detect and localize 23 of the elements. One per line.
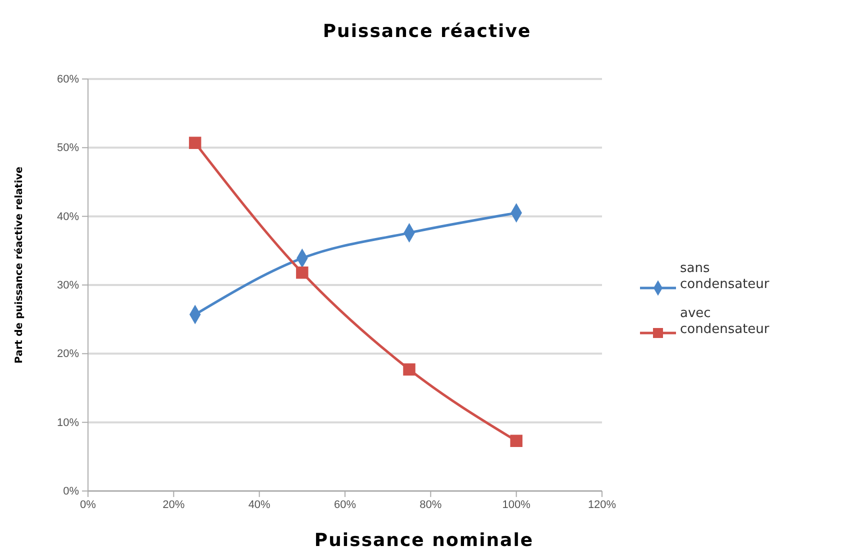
y-axis-title: Part de puissance réactive relative	[14, 166, 25, 364]
y-tick-label: 60%	[56, 74, 80, 86]
x-tick-label: 0%	[80, 498, 96, 511]
x-tick-label: 120%	[588, 498, 616, 511]
y-tick-label: 0%	[63, 486, 80, 498]
x-tick-label: 40%	[248, 498, 271, 511]
x-tick-label: 60%	[334, 498, 356, 511]
y-tick-label: 10%	[56, 416, 80, 429]
point	[296, 266, 308, 279]
chart-title: Puissance réactive	[322, 21, 532, 42]
y-tick-label: 50%	[56, 142, 80, 154]
point	[510, 434, 522, 447]
point	[188, 136, 202, 149]
text: sans condensateur	[680, 261, 770, 292]
y-tick-label: 40%	[56, 210, 80, 223]
point	[403, 363, 416, 376]
y-tick-label: 20%	[56, 348, 80, 360]
x-tick-label: 80%	[420, 498, 442, 511]
x-tick-label: 100%	[502, 498, 531, 511]
text: avec condensateur	[680, 306, 770, 337]
x-tick-label: 20%	[162, 498, 185, 511]
x-axis-title: Puissance nominale	[314, 530, 534, 551]
y-tick-label: 30%	[56, 280, 80, 292]
